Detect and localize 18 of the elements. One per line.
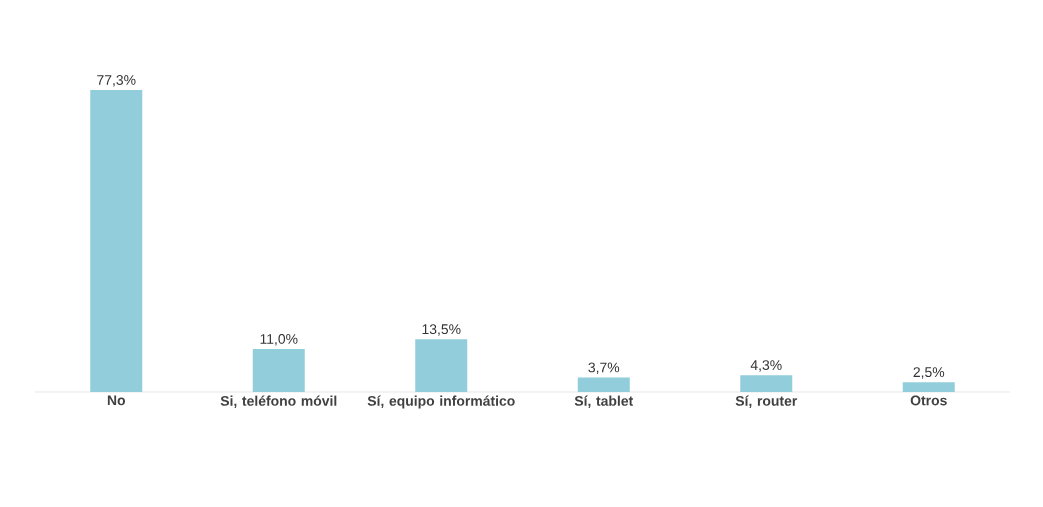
x-tick-label: Sí, tablet: [574, 395, 634, 408]
x-tick-label: Si, teléfono móvil: [220, 395, 337, 408]
data-label: 77,3%: [97, 75, 136, 87]
x-tick-label: No: [107, 395, 126, 406]
bar: [902, 382, 955, 392]
data-label: 2,5%: [913, 367, 945, 379]
data-label: 13,5%: [422, 324, 461, 336]
bar: [577, 377, 630, 392]
bar: [90, 90, 143, 392]
data-label: 3,7%: [588, 362, 620, 375]
x-tick-label: Sí, equipo informático: [367, 395, 515, 409]
bar: [740, 375, 793, 392]
x-tick-label: Otros: [910, 395, 947, 406]
data-label: 4,3%: [750, 360, 782, 372]
bar: [415, 339, 468, 392]
data-label: 11,0%: [260, 333, 298, 346]
x-tick-label: Sí, router: [735, 395, 798, 408]
bar: [252, 349, 305, 392]
